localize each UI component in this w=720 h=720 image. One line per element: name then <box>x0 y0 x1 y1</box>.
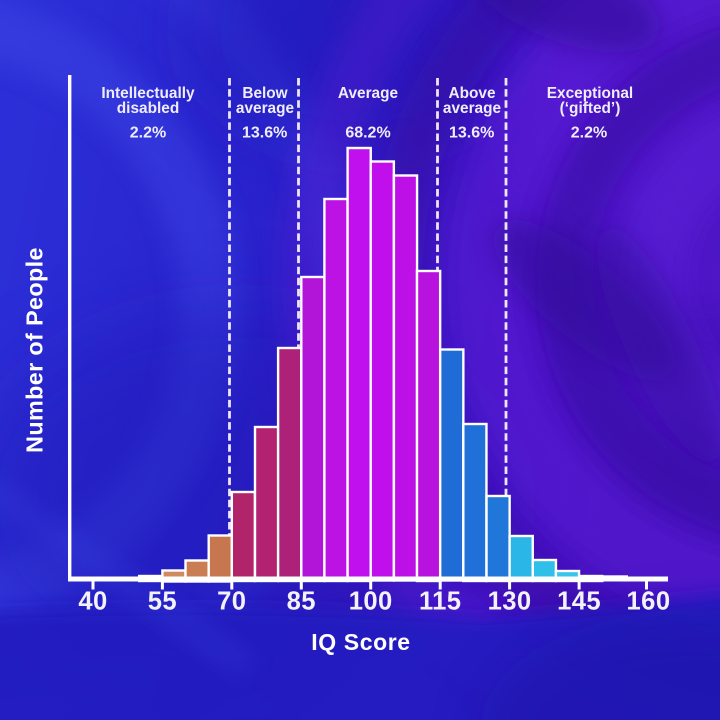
svg-text:115: 115 <box>419 587 462 615</box>
svg-text:70: 70 <box>217 587 246 615</box>
svg-text:145: 145 <box>557 587 601 615</box>
svg-text:2.2%: 2.2% <box>130 125 166 142</box>
svg-text:Exceptional: Exceptional <box>547 85 633 102</box>
svg-text:40: 40 <box>78 587 107 615</box>
svg-text:13.6%: 13.6% <box>449 125 494 142</box>
svg-text:68.2%: 68.2% <box>345 125 390 142</box>
svg-text:Above: Above <box>448 85 495 102</box>
svg-text:13.6%: 13.6% <box>242 125 287 142</box>
svg-text:Average: Average <box>338 85 399 102</box>
svg-text:Intellectually: Intellectually <box>101 85 195 102</box>
svg-text:Below: Below <box>242 85 287 102</box>
svg-text:160: 160 <box>627 587 671 615</box>
svg-text:average: average <box>443 100 502 117</box>
svg-text:130: 130 <box>488 587 532 615</box>
svg-text:average: average <box>236 100 295 117</box>
svg-text:disabled: disabled <box>117 100 179 117</box>
svg-text:55: 55 <box>148 587 177 615</box>
svg-text:100: 100 <box>349 587 393 615</box>
svg-text:Number of People: Number of People <box>22 247 48 453</box>
svg-text:2.2%: 2.2% <box>571 125 607 142</box>
svg-text:85: 85 <box>287 587 316 615</box>
svg-text:(‘gifted’): (‘gifted’) <box>560 100 621 117</box>
svg-text:IQ Score: IQ Score <box>311 629 410 655</box>
